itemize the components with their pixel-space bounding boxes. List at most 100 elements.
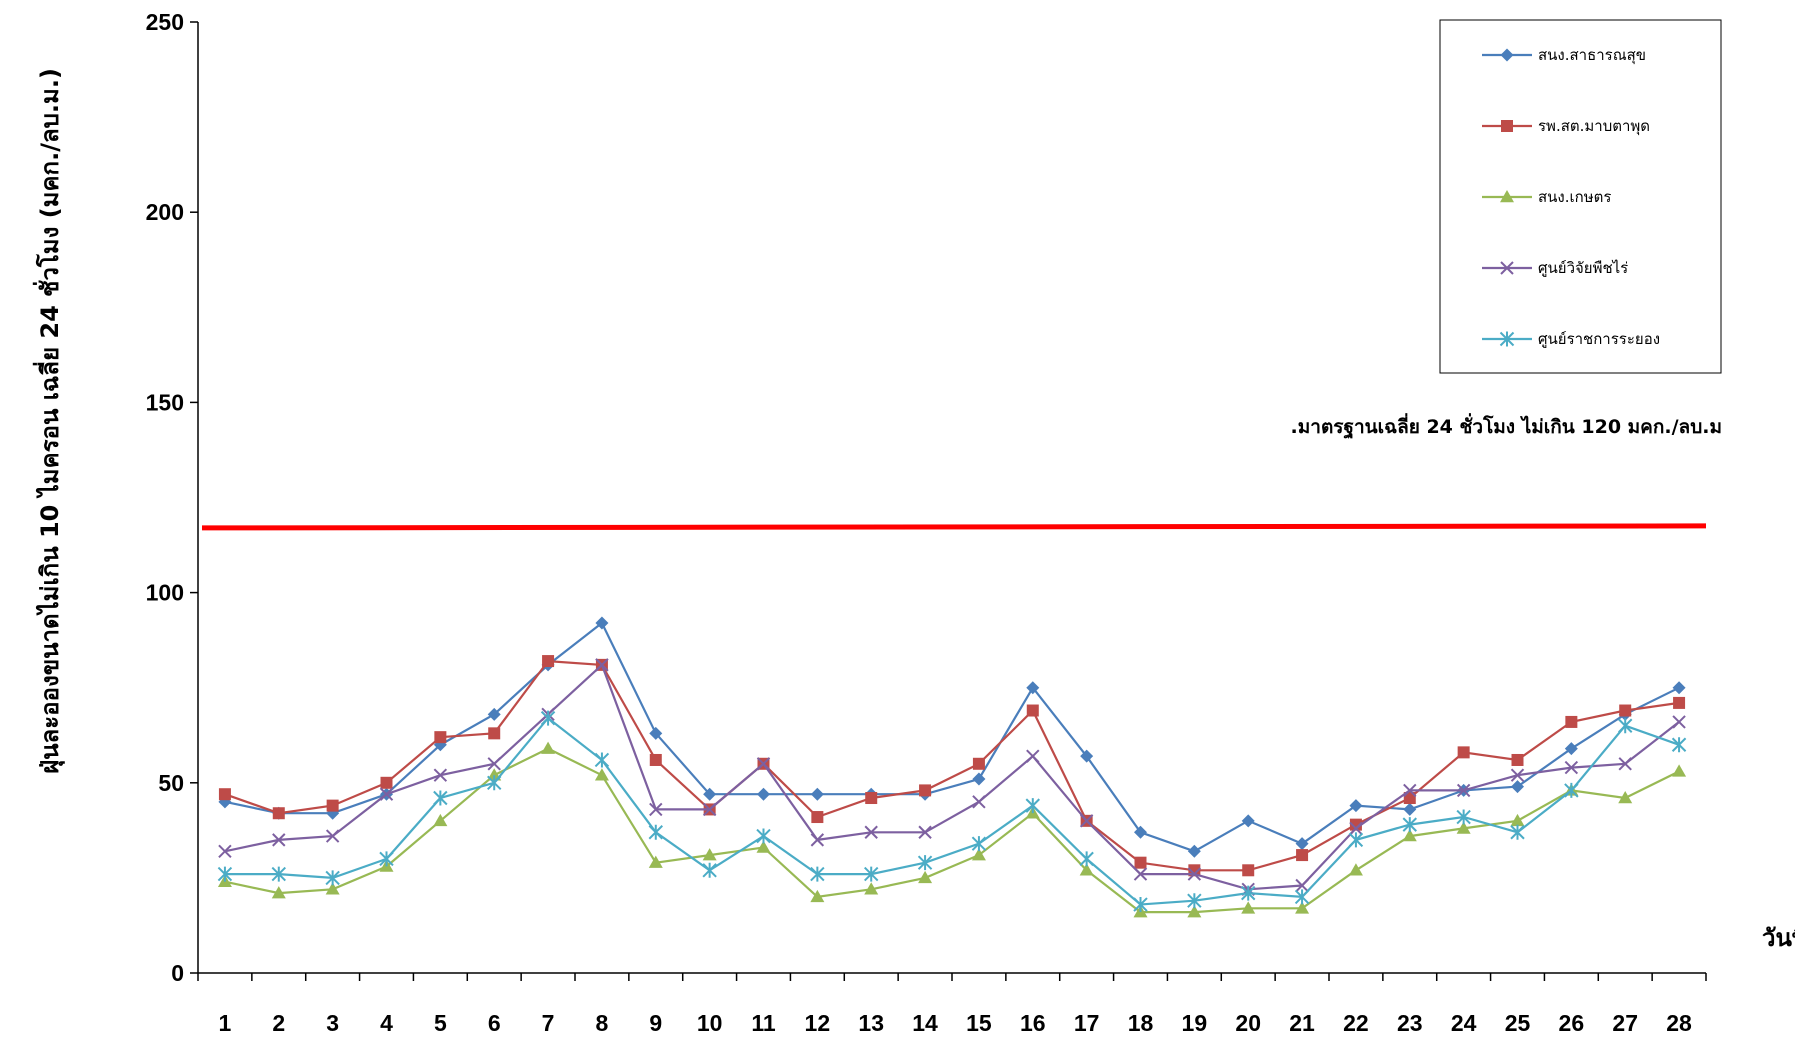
data-point: [218, 844, 232, 858]
data-point: [1242, 864, 1255, 877]
data-point: [864, 882, 879, 895]
data-point: [379, 851, 394, 867]
data-point: [542, 655, 555, 668]
legend-swatch-marker: [1500, 48, 1514, 62]
data-point: [487, 707, 501, 721]
x-tick-label: 10: [697, 1010, 723, 1036]
data-point: [271, 886, 286, 899]
data-point: [325, 882, 340, 895]
data-point: [810, 866, 825, 882]
legend-label: รพ.สต.มาบตาพุด: [1538, 117, 1650, 136]
y-tick-label: 250: [146, 9, 184, 35]
data-point: [1134, 856, 1147, 869]
data-point: [649, 753, 662, 766]
legend-item: สนง.สาธารณสุข: [1482, 46, 1646, 65]
data-point: [971, 848, 986, 861]
data-point: [1618, 757, 1632, 771]
data-point: [434, 731, 447, 744]
y-axis: 0 50 100 150 200 250: [146, 9, 199, 986]
data-point: [1349, 821, 1363, 836]
x-tick-label: 25: [1505, 1010, 1531, 1036]
data-point: [325, 870, 340, 886]
data-point: [380, 776, 393, 789]
series-line: [224, 662, 1680, 891]
series-2: [218, 655, 1686, 877]
series-line: [224, 621, 1680, 853]
data-point: [433, 813, 448, 827]
legend-item: ศูนย์ราชการระยอง: [1482, 330, 1660, 348]
x-axis-title: วันที่: [1762, 920, 1795, 952]
data-point: [1564, 760, 1579, 775]
data-point: [1079, 863, 1094, 876]
data-point: [488, 727, 501, 740]
series-line: [224, 747, 1680, 914]
data-point: [649, 726, 663, 740]
data-point: [326, 799, 339, 812]
data-point: [1619, 704, 1632, 717]
legend-label: สนง.เกษตร: [1538, 188, 1611, 206]
legend-swatch-marker: [1500, 190, 1514, 203]
data-point: [1187, 844, 1201, 858]
x-tick-label: 8: [596, 1010, 609, 1036]
data-point: [540, 710, 556, 726]
data-point: [810, 889, 825, 903]
data-point: [811, 811, 824, 824]
data-point: [1296, 849, 1309, 862]
data-point: [595, 616, 609, 630]
x-tick-label: 12: [805, 1010, 831, 1036]
data-point: [1510, 768, 1525, 782]
data-point: [1348, 832, 1364, 848]
data-point: [756, 828, 771, 844]
data-point: [1349, 818, 1362, 831]
data-point: [1402, 817, 1417, 833]
data-point: [379, 787, 394, 801]
x-tick-label: 6: [488, 1010, 501, 1036]
y-tick-label: 200: [146, 199, 184, 225]
x-tick-label: 16: [1020, 1010, 1046, 1036]
y-tick-label: 150: [146, 389, 184, 415]
legend-swatch-marker: [1501, 120, 1513, 132]
legend-item: รพ.สต.มาบตาพุด: [1482, 117, 1650, 136]
legend-item: ศูนย์วิจัยพืชไร่: [1482, 259, 1628, 277]
data-point: [757, 787, 770, 801]
data-point: [703, 787, 717, 801]
data-point: [1349, 799, 1363, 813]
data-point: [702, 802, 717, 817]
x-tick-label: 7: [542, 1010, 555, 1036]
data-point: [594, 752, 610, 768]
data-point: [756, 840, 771, 853]
data-point: [1295, 901, 1310, 914]
data-point: [1510, 824, 1525, 840]
data-point: [810, 833, 825, 847]
x-tick-label: 5: [434, 1010, 447, 1036]
x-tick-label: 20: [1235, 1010, 1261, 1036]
x-tick-label: 27: [1612, 1010, 1638, 1036]
data-point: [1295, 878, 1309, 893]
x-tick-label: 14: [912, 1010, 938, 1036]
data-point: [1187, 893, 1202, 909]
data-point: [1618, 718, 1633, 734]
data-point: [433, 790, 448, 806]
x-tick-label: 13: [858, 1010, 884, 1036]
data-point: [864, 866, 879, 882]
series-line: [224, 716, 1680, 906]
data-point: [217, 866, 233, 882]
data-point: [1456, 809, 1471, 825]
data-point: [864, 825, 878, 839]
legend-label: ศูนย์วิจัยพืชไร่: [1538, 259, 1628, 277]
x-tick-label: 18: [1128, 1010, 1154, 1036]
data-point: [1294, 889, 1310, 905]
data-point: [919, 784, 932, 797]
data-point: [1671, 737, 1687, 753]
y-axis-title: ฝุ่นละอองขนาดไม่เกิน 10 ไมครอน เฉลี่ย 24…: [32, 68, 66, 774]
data-point: [1348, 863, 1363, 876]
data-point: [649, 802, 663, 817]
data-point: [595, 658, 609, 672]
data-point: [1456, 783, 1471, 798]
data-point: [648, 824, 663, 840]
data-point: [1673, 696, 1686, 709]
legend-label: สนง.สาธารณสุข: [1538, 46, 1646, 65]
y-tick-label: 0: [171, 960, 184, 986]
data-point: [1026, 704, 1039, 717]
data-point: [1457, 746, 1470, 759]
